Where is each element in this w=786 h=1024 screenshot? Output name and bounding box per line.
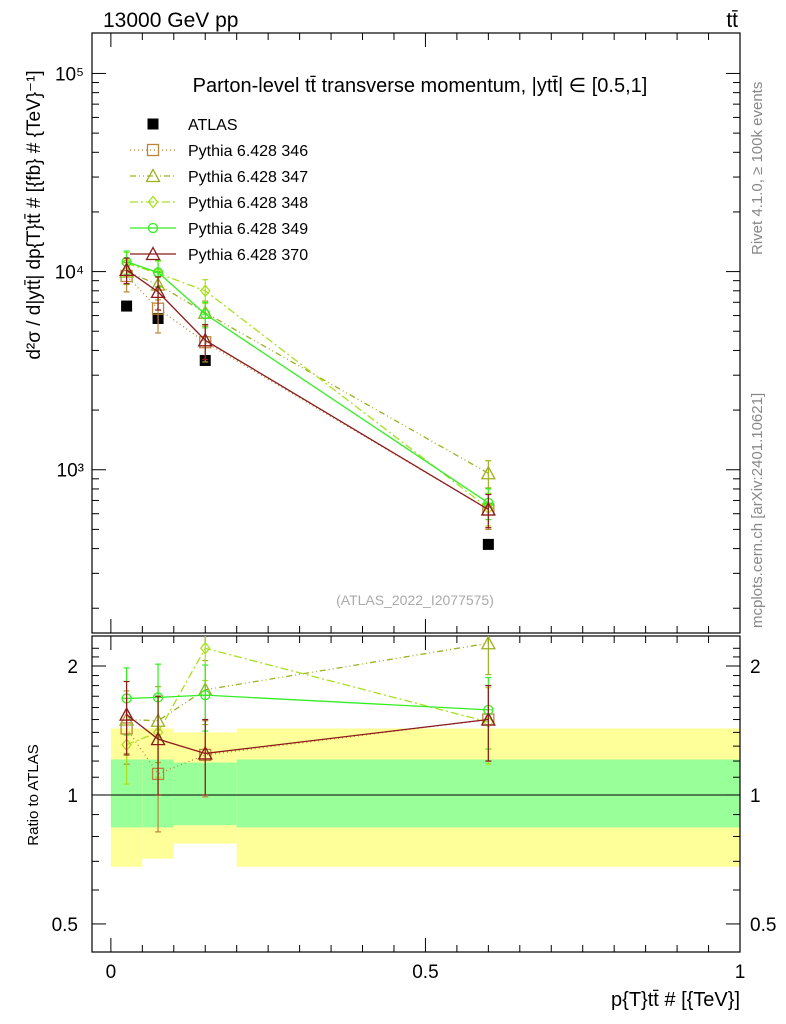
main-point <box>197 332 213 347</box>
main-series-line-1 <box>126 275 489 511</box>
mcplots-label: mcplots.cern.ch [arXiv:2401.10621] <box>749 393 766 628</box>
main-y-tick-label: 10³ <box>57 461 84 482</box>
ratio-point <box>480 711 496 726</box>
ratio-panel-frame <box>91 635 741 953</box>
main-point <box>121 300 133 312</box>
main-y-axis-title: d²σ / d|ytt̄| dp{T}tt̄ # [{fb} # {TeV}⁻¹… <box>24 70 45 359</box>
main-series-line-4 <box>126 261 489 504</box>
ratio-series-line-0 <box>126 718 489 775</box>
ratio-series-line-2 <box>126 647 489 746</box>
legend-label-2: Pythia 6.428 347 <box>188 169 308 186</box>
main-point <box>119 262 135 277</box>
legend-marker-5 <box>145 246 161 261</box>
ratio-point <box>119 706 135 721</box>
x-axis-title: p{T}tt̄ # [{TeV}] <box>611 989 740 1011</box>
ratio-point <box>197 745 213 760</box>
main-point <box>482 538 494 550</box>
main-point <box>480 501 496 516</box>
main-y-tick-label: 10⁵ <box>55 64 84 85</box>
main-series-2 <box>119 259 496 489</box>
main-series-3 <box>121 251 494 527</box>
main-point <box>199 284 211 298</box>
ratio-y-tick-label: 0.5 <box>52 915 78 936</box>
header-left-label: 13000 GeV pp <box>103 9 238 32</box>
main-panel-frame <box>91 32 741 634</box>
chart-title: Parton-level tt̄ transverse momentum, |y… <box>193 75 648 97</box>
ratio-y-tick-label-right: 1 <box>750 786 761 807</box>
legend: ATLAS Pythia 6.428 346 Pythia 6.428 347 Pyt… <box>130 117 308 264</box>
legend-marker-0 <box>147 118 159 130</box>
x-tick-label: 0.5 <box>412 962 438 983</box>
tick-labels: 10³ 10⁴ 10⁵ 0.5 0.5 1 1 2 2 0 0.5 1 <box>52 64 777 983</box>
legend-marker-3 <box>147 195 159 209</box>
main-series-line-2 <box>126 270 489 474</box>
legend-label-3: Pythia 6.428 348 <box>188 195 308 212</box>
analysis-watermark: (ATLAS_2022_I2077575) <box>336 592 494 608</box>
main-y-tick-label: 10⁴ <box>55 263 84 284</box>
legend-marker-2 <box>145 168 161 183</box>
ratio-y-tick-label: 2 <box>67 657 78 678</box>
main-point <box>150 284 166 299</box>
green-band-3 <box>236 759 740 828</box>
ratio-y-tick-label-right: 0.5 <box>750 915 776 936</box>
ratio-y-tick-label-right: 2 <box>750 657 761 678</box>
x-tick-label: 1 <box>735 962 746 983</box>
ratio-series-group <box>119 636 496 833</box>
ratio-y-tick-label: 1 <box>67 786 78 807</box>
main-series-group <box>119 250 496 550</box>
ratio-series-line-1 <box>126 642 489 722</box>
ratio-point <box>150 731 166 746</box>
rivet-version-label: Rivet 4.1.0, ≥ 100k events <box>749 82 766 255</box>
header-right-label: tt̄ <box>726 9 738 32</box>
main-series-line-3 <box>126 262 489 509</box>
ratio-series-4 <box>119 680 496 796</box>
main-point <box>480 465 496 480</box>
ratio-y-axis-title: Ratio to ATLAS <box>25 744 42 845</box>
legend-label-1: Pythia 6.428 346 <box>188 143 308 160</box>
x-tick-label: 0 <box>106 962 117 983</box>
ratio-series-line-4 <box>126 714 489 755</box>
ratio-point <box>199 641 211 655</box>
main-series-line-5 <box>126 269 489 511</box>
legend-label-0: ATLAS <box>188 117 238 134</box>
axis-ticks <box>92 33 741 952</box>
legend-marker-1 <box>146 143 160 157</box>
ratio-point <box>480 636 496 650</box>
main-series-0 <box>121 300 494 550</box>
main-series-5 <box>119 257 496 529</box>
legend-label-5: Pythia 6.428 370 <box>188 247 308 264</box>
ratio-series-line-3 <box>126 694 489 711</box>
legend-label-4: Pythia 6.428 349 <box>188 221 308 238</box>
main-series-1 <box>120 262 495 530</box>
